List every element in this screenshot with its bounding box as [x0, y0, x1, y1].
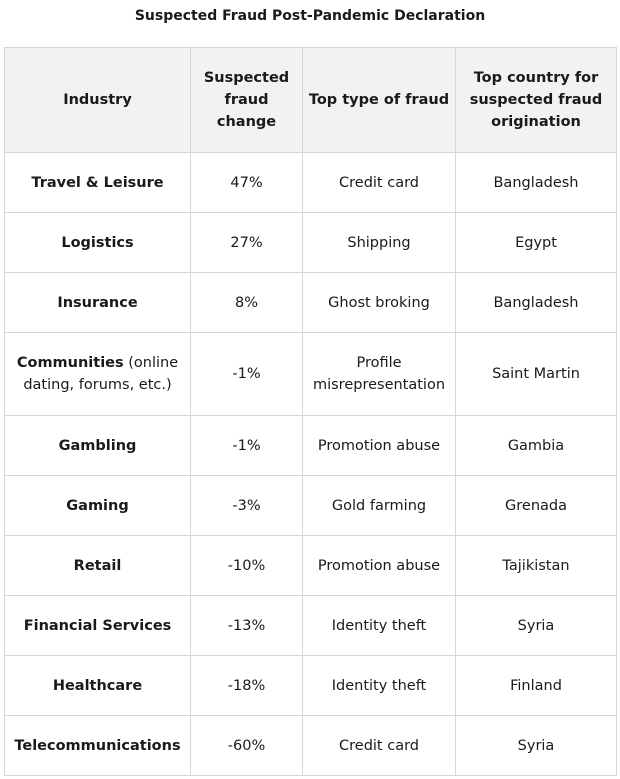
cell-industry: Telecommunications: [4, 715, 191, 776]
table-row: Gambling -1% Promotion abuse Gambia: [4, 415, 617, 476]
cell-fraud-type: Promotion abuse: [302, 415, 456, 476]
header-industry: Industry: [4, 47, 191, 153]
table-title: Suspected Fraud Post-Pandemic Declaratio…: [134, 8, 486, 24]
industry-name: Insurance: [57, 294, 138, 311]
industry-name: Gaming: [66, 497, 129, 514]
header-fraud-change: Suspected fraud change: [190, 47, 303, 153]
table-row: Insurance 8% Ghost broking Bangladesh: [4, 272, 617, 333]
table-row: Financial Services -13% Identity theft Syri…: [4, 595, 617, 656]
cell-fraud-type: Shipping: [302, 212, 456, 273]
cell-fraud-change: -13%: [190, 595, 303, 656]
cell-top-country: Grenada: [455, 475, 617, 536]
cell-industry: Financial Services: [4, 595, 191, 656]
cell-fraud-change: -18%: [190, 655, 303, 716]
cell-fraud-change: 47%: [190, 152, 303, 213]
cell-top-country: Gambia: [455, 415, 617, 476]
cell-industry: Insurance: [4, 272, 191, 333]
table-body: Travel & Leisure 47% Credit card Bangladesh…: [4, 152, 617, 776]
cell-fraud-type: Identity theft: [302, 595, 456, 656]
cell-fraud-change: -60%: [190, 715, 303, 776]
table-row: Logistics 27% Shipping Egypt: [4, 212, 617, 273]
industry-name: Healthcare: [52, 677, 143, 694]
cell-fraud-change: -1%: [190, 415, 303, 476]
table-row: Healthcare -18% Identity theft Finland: [4, 655, 617, 716]
cell-industry: Gambling: [4, 415, 191, 476]
header-top-country: Top country for suspected fraud originat…: [455, 47, 617, 153]
table-row: Travel & Leisure 47% Credit card Bangladesh: [4, 152, 617, 213]
industry-name: Logistics: [61, 234, 134, 251]
cell-top-country: Syria: [455, 715, 617, 776]
cell-industry: Healthcare: [4, 655, 191, 716]
cell-top-country: Bangladesh: [455, 152, 617, 213]
table-row: Communities (online dating, forums, etc.…: [4, 332, 617, 416]
cell-fraud-change: -3%: [190, 475, 303, 536]
cell-fraud-type: Identity theft: [302, 655, 456, 716]
table-row: Retail -10% Promotion abuse Tajikistan: [4, 535, 617, 596]
cell-top-country: Syria: [455, 595, 617, 656]
industry-name: Communities: [16, 355, 124, 371]
cell-top-country: Egypt: [455, 212, 617, 273]
cell-fraud-type: Gold farming: [302, 475, 456, 536]
cell-fraud-change: 8%: [190, 272, 303, 333]
industry-name: Telecommunications: [14, 737, 181, 754]
cell-industry: Retail: [4, 535, 191, 596]
cell-industry: Gaming: [4, 475, 191, 536]
table-row: Gaming -3% Gold farming Grenada: [4, 475, 617, 536]
cell-fraud-change: 27%: [190, 212, 303, 273]
header-fraud-type: Top type of fraud: [302, 47, 456, 153]
cell-industry: Logistics: [4, 212, 191, 273]
cell-industry: Travel & Leisure: [4, 152, 191, 213]
cell-top-country: Saint Martin: [455, 332, 617, 416]
cell-industry: Communities (online dating, forums, etc.…: [4, 332, 191, 416]
industry-note: (online dating, forums, etc.): [23, 355, 179, 393]
fraud-table: Industry Suspected fraud change Top type…: [4, 47, 617, 776]
industry-name: Travel & Leisure: [31, 174, 164, 191]
table-header: Industry Suspected fraud change Top type…: [4, 47, 617, 153]
cell-top-country: Tajikistan: [455, 535, 617, 596]
cell-fraud-type: Credit card: [302, 715, 456, 776]
table-row: Telecommunications -60% Credit card Syria: [4, 715, 617, 776]
cell-fraud-type: Promotion abuse: [302, 535, 456, 596]
header-row: Industry Suspected fraud change Top type…: [4, 47, 617, 153]
industry-name: Gambling: [58, 437, 137, 454]
cell-fraud-type: Credit card: [302, 152, 456, 213]
cell-top-country: Finland: [455, 655, 617, 716]
cell-top-country: Bangladesh: [455, 272, 617, 333]
cell-fraud-change: -1%: [190, 332, 303, 416]
industry-name: Financial Services: [23, 617, 172, 634]
cell-fraud-type: Profile misrepresentation: [302, 332, 456, 416]
cell-fraud-type: Ghost broking: [302, 272, 456, 333]
cell-fraud-change: -10%: [190, 535, 303, 596]
industry-name: Retail: [73, 557, 122, 574]
